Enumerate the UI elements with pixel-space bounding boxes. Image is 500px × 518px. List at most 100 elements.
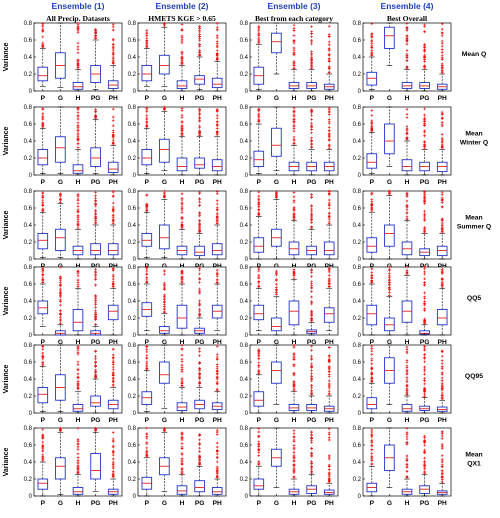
x-category-label: H xyxy=(405,500,410,507)
outlier-markers xyxy=(111,190,115,225)
outlier-markers xyxy=(94,349,97,380)
y-tick-label: 0.2 xyxy=(353,240,362,246)
box-H: H xyxy=(288,343,300,424)
x-category-label: H xyxy=(292,417,297,424)
x-category-label: P xyxy=(370,417,375,424)
y-tick-label: 0.8 xyxy=(240,189,249,195)
box-PG: PG xyxy=(90,191,101,270)
iqr-box xyxy=(37,66,49,82)
y-tick-label: 0.8 xyxy=(24,265,33,271)
box-H: H xyxy=(72,345,84,424)
outlier-markers xyxy=(370,191,374,213)
y-tick-label: 0.8 xyxy=(24,189,33,195)
y-tick-label: 0.4 xyxy=(353,55,362,61)
x-category-label: H xyxy=(405,339,410,346)
outlier-markers xyxy=(370,22,374,57)
panel: 00.20.40.60.8P G H PG PH xyxy=(24,21,123,102)
x-category-label: G xyxy=(162,500,167,507)
box-PG: PG xyxy=(306,268,317,346)
outlier-markers xyxy=(198,190,201,234)
x-category-label: P xyxy=(370,263,375,270)
box-H: H xyxy=(176,269,188,346)
outlier-markers xyxy=(76,269,80,288)
y-tick-label: 0.6 xyxy=(24,282,33,288)
iqr-box xyxy=(90,395,101,407)
x-category-label: G xyxy=(274,263,279,270)
y-tick-label: 0.2 xyxy=(24,477,33,483)
x-category-label: PH xyxy=(109,95,118,102)
x-category-label: G xyxy=(387,339,392,346)
box-PG: PG xyxy=(419,265,430,346)
iqr-box xyxy=(211,243,223,256)
x-category-label: G xyxy=(162,95,167,102)
x-category-label: P xyxy=(370,339,375,346)
y-tick-label: 0.2 xyxy=(24,316,33,322)
box-G: G xyxy=(159,189,170,270)
y-tick-label: 0 xyxy=(29,89,33,95)
box-H: H xyxy=(401,427,413,507)
ensemble-title: Ensemble (2) xyxy=(156,1,209,11)
y-tick-label: 0.2 xyxy=(24,72,33,78)
x-category-label: P xyxy=(145,339,150,346)
outlier-markers xyxy=(215,22,219,62)
outlier-markers xyxy=(405,345,409,397)
x-category-label: PG xyxy=(420,95,430,102)
outlier-markers xyxy=(145,265,149,284)
x-category-label: PG xyxy=(91,339,101,346)
box-P: P xyxy=(253,107,265,186)
box-G: G xyxy=(55,265,66,346)
x-category-label: P xyxy=(370,179,375,186)
y-tick-label: 0.4 xyxy=(240,55,249,61)
outlier-markers xyxy=(257,25,261,45)
box-PH: PH xyxy=(323,346,335,424)
x-category-label: P xyxy=(145,95,150,102)
outlier-markers xyxy=(111,107,115,146)
ensemble-title: Ensemble (4) xyxy=(381,1,434,11)
iqr-box xyxy=(90,147,101,167)
outlier-markers xyxy=(76,21,80,70)
y-tick-label: 0.8 xyxy=(24,426,33,432)
box-PG: PG xyxy=(194,107,205,186)
panel-frame xyxy=(33,266,123,336)
row-label: Mean xyxy=(465,131,482,138)
y-axis-label: Variance xyxy=(3,286,10,315)
y-tick-label: 0.2 xyxy=(353,477,362,483)
box-P: P xyxy=(253,190,265,270)
y-axis-labels: Variance Variance Variance Variance Variance… xyxy=(3,42,10,476)
panel: 00.20.40.60.8P G H PG PH xyxy=(240,105,339,186)
x-category-label: P xyxy=(41,95,46,102)
outlier-markers xyxy=(94,426,97,433)
outlier-markers xyxy=(163,269,166,314)
box-H: H xyxy=(176,344,188,424)
y-tick-label: 0 xyxy=(133,333,137,339)
y-tick-label: 0.4 xyxy=(353,299,362,305)
outlier-markers xyxy=(198,107,201,137)
iqr-box xyxy=(271,32,282,54)
iqr-box xyxy=(323,307,335,323)
y-tick-label: 0 xyxy=(133,411,137,417)
y-tick-label: 0 xyxy=(133,257,137,263)
iqr-box xyxy=(176,157,188,172)
x-category-label: H xyxy=(180,95,185,102)
outlier-markers xyxy=(310,108,313,149)
y-tick-label: 0.6 xyxy=(24,360,33,366)
y-tick-label: 0.2 xyxy=(24,394,33,400)
box-P: P xyxy=(37,191,49,270)
outlier-markers xyxy=(76,345,80,391)
box-PH: PH xyxy=(436,349,448,424)
row-label: QQ95 xyxy=(465,373,483,380)
y-tick-label: 0 xyxy=(358,257,362,263)
box-G: G xyxy=(384,344,395,424)
outlier-markers xyxy=(327,427,331,484)
outlier-markers xyxy=(275,190,278,199)
x-category-label: H xyxy=(405,417,410,424)
y-tick-label: 0.4 xyxy=(24,55,33,61)
y-tick-label: 0.8 xyxy=(353,21,362,27)
outlier-markers xyxy=(94,191,97,225)
outlier-markers xyxy=(145,29,149,49)
box-PH: PH xyxy=(107,267,119,346)
box-P: P xyxy=(366,22,378,102)
x-category-label: PG xyxy=(307,500,317,507)
y-tick-label: 0.2 xyxy=(240,477,249,483)
